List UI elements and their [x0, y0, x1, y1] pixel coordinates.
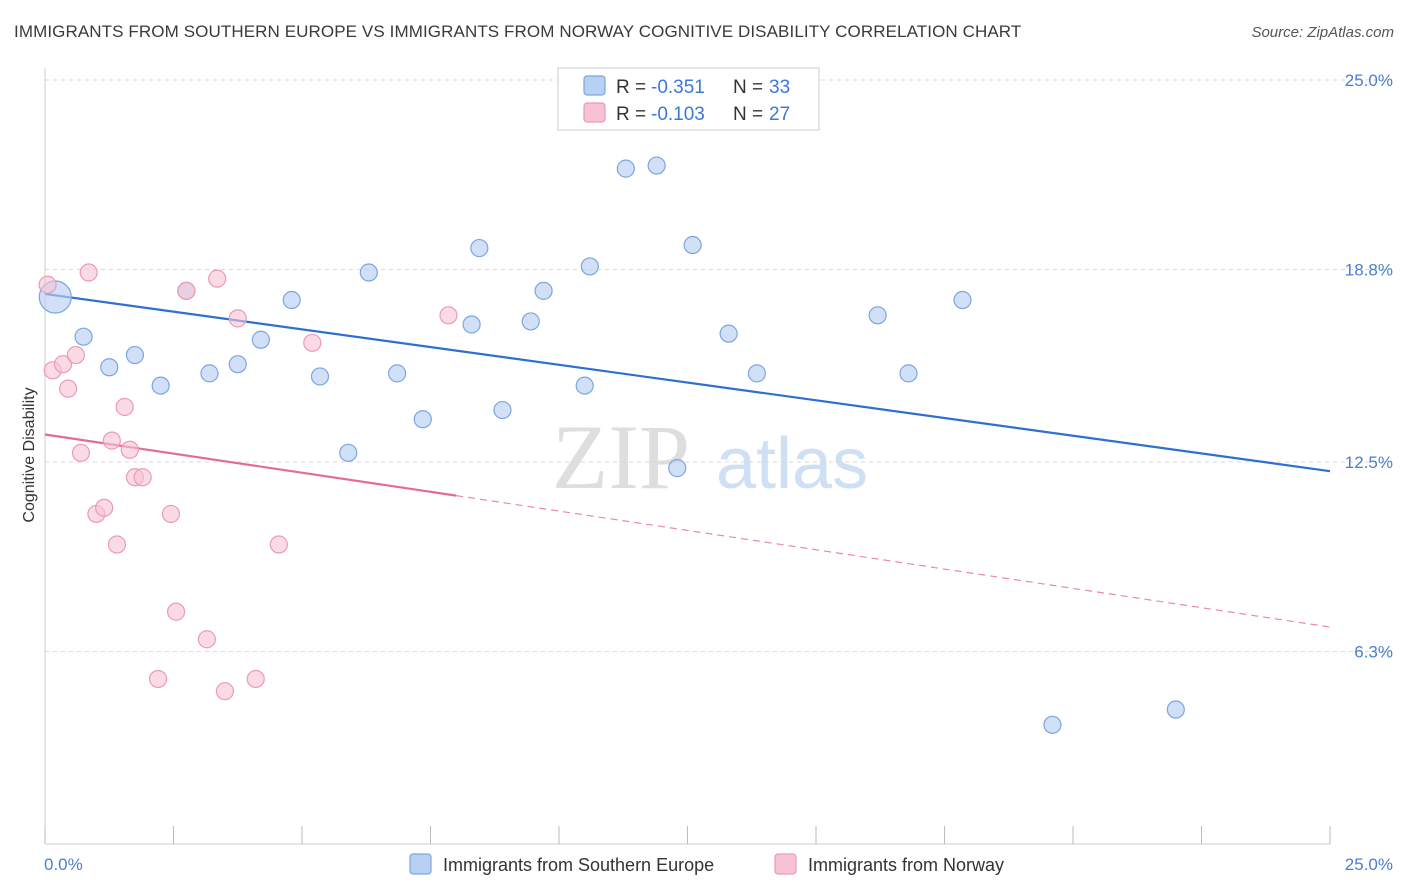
point-norway-6	[79, 263, 98, 282]
legend-n-value-1: 33	[769, 77, 790, 98]
point-southern-europe-9	[282, 290, 301, 310]
point-southern-europe-15	[462, 315, 481, 334]
point-norway-15	[148, 669, 168, 689]
watermark-zip: ZIP	[552, 406, 690, 508]
point-southern-europe-31	[1043, 715, 1062, 734]
point-southern-europe-29	[899, 364, 918, 383]
point-southern-europe-21	[580, 257, 599, 276]
y-tick-label-0: 6.3%	[1354, 642, 1393, 661]
point-southern-europe-23	[647, 156, 666, 175]
point-southern-europe-13	[387, 364, 407, 383]
point-norway-5	[71, 443, 91, 462]
y-axis-label: Cognitive Disability	[21, 387, 38, 522]
point-norway-19	[197, 630, 217, 649]
point-norway-17	[166, 602, 186, 621]
point-norway-10	[107, 535, 127, 554]
y-tick-label-3: 25.0%	[1345, 71, 1393, 90]
y-tick-label-2: 18.8%	[1345, 260, 1393, 279]
y-tick-labels: 6.3% 12.5% 18.8% 25.0%	[1345, 71, 1393, 661]
legend-r-value-2: -0.103	[651, 104, 705, 125]
point-norway-8	[95, 498, 114, 517]
point-norway-2	[53, 355, 73, 374]
legend-swatch-blue	[583, 75, 606, 96]
point-norway-26	[439, 306, 458, 325]
point-norway-14	[133, 468, 152, 487]
point-southern-europe-25	[683, 235, 702, 255]
point-southern-europe-32	[1166, 700, 1185, 719]
point-southern-europe-14	[413, 410, 432, 429]
point-norway-3	[59, 379, 78, 398]
point-southern-europe-10	[310, 367, 330, 386]
legend-swatch-pink	[583, 102, 606, 123]
source-credit: Source: ZipAtlas.com	[1251, 24, 1394, 41]
point-norway-21	[215, 682, 234, 701]
point-southern-europe-20	[575, 376, 594, 395]
point-norway-18	[177, 281, 196, 300]
series-legend-label-blue: Immigrants from Southern Europe	[443, 855, 714, 875]
point-norway-16	[161, 504, 181, 524]
legend-n-value-2: 27	[769, 104, 790, 125]
watermark-atlas: atlas	[716, 424, 868, 504]
point-southern-europe-24	[668, 459, 687, 478]
legend-r-value-1: -0.351	[651, 77, 705, 98]
series-legend-swatch-blue	[409, 853, 432, 875]
point-norway-0	[38, 275, 57, 294]
point-southern-europe-3	[125, 345, 145, 365]
point-southern-europe-2	[100, 358, 119, 377]
grid-lines	[45, 79, 1392, 652]
x-tick-labels: 0.0% 25.0%	[44, 855, 1393, 874]
point-southern-europe-22	[616, 159, 635, 178]
chart-title: IMMIGRANTS FROM SOUTHERN EUROPE VS IMMIG…	[14, 22, 1022, 41]
point-southern-europe-1	[74, 327, 93, 346]
point-southern-europe-19	[534, 281, 553, 300]
point-southern-europe-18	[521, 312, 540, 331]
point-norway-4	[66, 345, 85, 365]
legend-n-label-1: N =	[733, 77, 763, 98]
series-legend: Immigrants from Southern Europe Immigran…	[409, 853, 1004, 875]
point-southern-europe-26	[719, 324, 738, 343]
trend-line-southern-europe	[44, 292, 1331, 473]
x-tick-label-1: 25.0%	[1345, 855, 1393, 874]
point-norway-23	[246, 669, 265, 689]
point-southern-europe-8	[251, 330, 270, 349]
point-southern-europe-6	[200, 364, 219, 383]
y-tick-label-1: 12.5%	[1345, 453, 1393, 472]
series-legend-label-pink: Immigrants from Norway	[808, 855, 1004, 875]
trend-line-norway-dashed	[456, 495, 1331, 628]
point-southern-europe-27	[747, 364, 766, 383]
point-southern-europe-28	[868, 306, 887, 325]
point-norway-9	[102, 431, 121, 450]
point-norway-22	[228, 309, 247, 328]
point-norway-20	[208, 269, 227, 288]
point-norway-24	[269, 535, 288, 554]
x-tick-label-0: 0.0%	[44, 855, 83, 874]
point-norway-11	[115, 397, 134, 417]
stats-legend: R = -0.351 N = 33 R = -0.103 N = 27	[557, 67, 820, 131]
legend-r-label-1: R =	[616, 77, 646, 98]
axes	[44, 68, 1331, 845]
legend-r-label-2: R =	[616, 104, 646, 125]
point-southern-europe-17	[493, 400, 512, 420]
point-southern-europe-30	[953, 290, 972, 310]
point-southern-europe-16	[470, 238, 489, 258]
legend-n-label-2: N =	[733, 104, 763, 125]
point-norway-25	[303, 333, 322, 352]
point-southern-europe-11	[339, 443, 358, 462]
point-southern-europe-4	[151, 376, 170, 395]
series-legend-swatch-pink	[774, 853, 797, 875]
data-points	[38, 156, 1185, 734]
point-norway-12	[120, 440, 139, 459]
point-southern-europe-7	[228, 355, 247, 374]
point-southern-europe-12	[359, 263, 378, 282]
